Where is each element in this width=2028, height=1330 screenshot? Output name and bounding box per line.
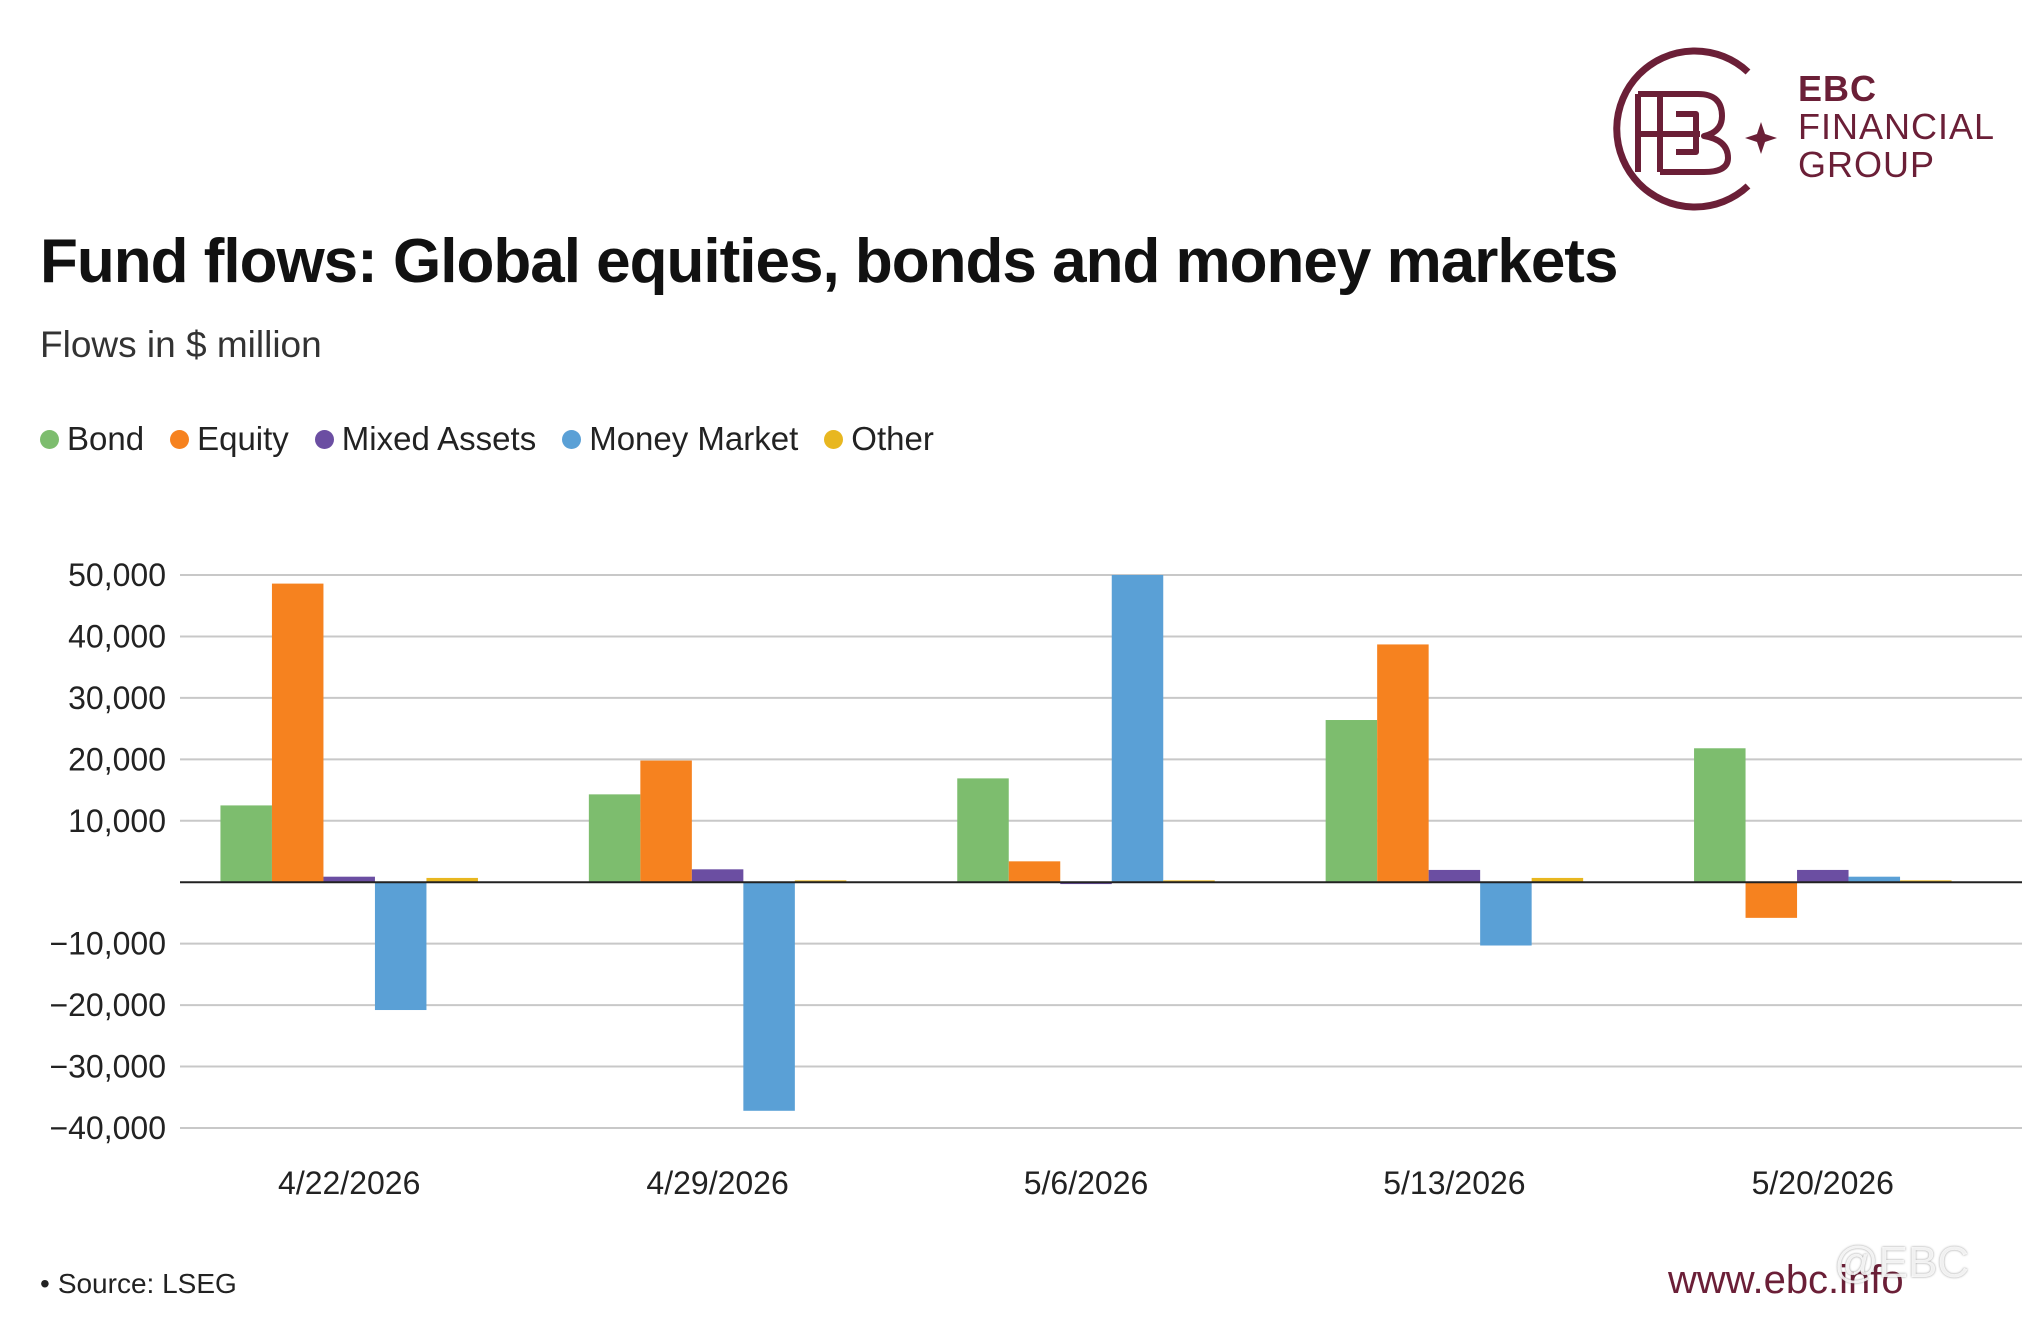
bar-money-market [743,882,795,1111]
ebc-emblem-icon [1613,47,1777,211]
y-tick-label: −10,000 [49,926,166,962]
x-tick-label: 5/6/2026 [1024,1165,1149,1201]
bar-other [1531,877,1584,883]
watermark: @EBC [1834,1238,1970,1287]
source-note: • Source: LSEG [40,1268,237,1300]
legend-swatch-equity [170,429,190,449]
legend-swatch-mixed-assets [314,429,334,449]
x-tick-label: 5/20/2026 [1752,1165,1894,1201]
legend-item-mixed-assets: Mixed Assets [314,420,537,458]
x-tick-label: 5/13/2026 [1383,1165,1525,1201]
bar-other [426,877,478,883]
chart-title: Fund flows: Global equities, bonds and m… [40,227,1618,296]
legend-label-equity: Equity [197,420,289,457]
y-tick-label: 10,000 [68,803,166,839]
chart-subtitle: Flows in $ million [40,324,322,365]
website-url[interactable]: www.ebc.info [1668,1258,1904,1302]
brand-line-3: GROUP [1798,144,1936,185]
bar-money-market [374,882,427,1011]
bar-equity [271,583,324,883]
source-text: Source: LSEG [57,1268,237,1299]
legend-swatch-bond [40,429,59,449]
legend-label-money-market: Money Market [589,420,799,457]
y-tick-label: 30,000 [68,680,166,716]
y-tick-label: 20,000 [68,741,166,777]
bar-bond [957,778,1009,883]
bar-bond [220,805,272,883]
legend-label-other: Other [851,420,934,457]
legend-swatch-money-market [562,429,582,449]
brand-name: EBC FINANCIAL GROUP [1798,70,1995,184]
bar-equity [1008,861,1061,883]
x-tick-label: 4/29/2026 [646,1165,788,1201]
y-tick-label: 40,000 [68,618,166,654]
y-tick-label: −40,000 [49,1110,166,1146]
y-tick-label: −20,000 [49,987,166,1023]
y-tick-label: −30,000 [49,1049,166,1085]
bar-money-market [1111,575,1164,883]
bar-money-market [1848,876,1901,883]
bar-mixed-assets [323,876,375,883]
legend-label-mixed-assets: Mixed Assets [341,420,537,457]
bar-equity [1745,882,1798,918]
bar-mixed-assets [1797,869,1849,883]
bar-bond [1325,720,1378,883]
bar-mixed-assets [691,869,744,883]
bar-bond [588,794,641,883]
bar-bond [1694,748,1746,883]
chart-legend: Bond Equity Mixed Assets Money Market Ot… [40,420,960,458]
legend-item-other: Other [824,420,934,458]
legend-item-equity: Equity [170,420,289,458]
bar-equity [640,760,692,883]
legend-item-bond: Bond [40,420,144,458]
brand-line-1: EBC [1798,68,1878,109]
ebc-logo: EBC FINANCIAL GROUP [1598,44,2018,214]
x-tick-label: 4/22/2026 [278,1165,420,1201]
bullet-icon: • [40,1268,50,1299]
legend-label-bond: Bond [67,420,145,457]
bar-equity [1377,644,1429,883]
bar-money-market [1480,882,1532,946]
legend-swatch-other [824,429,844,449]
brand-line-2: FINANCIAL [1798,106,1996,147]
legend-item-money-market: Money Market [562,420,798,458]
bar-mixed-assets [1428,869,1481,883]
y-tick-label: 50,000 [68,557,166,593]
